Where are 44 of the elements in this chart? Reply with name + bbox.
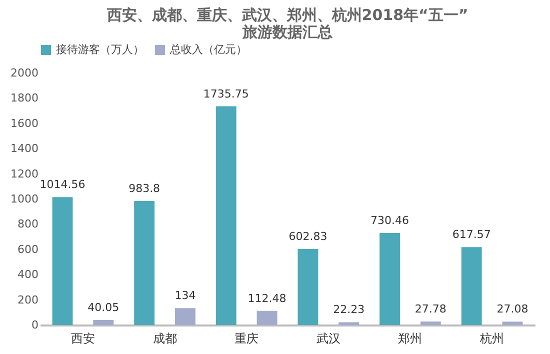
y-tick-label: 1800 [10,92,38,105]
y-tick-label: 2000 [10,66,38,80]
bar [216,106,236,325]
y-tick-label: 1400 [10,142,38,156]
bar [420,322,441,325]
data-label: 1014.56 [40,178,86,192]
x-tick-label: 杭州 [479,332,504,346]
x-tick-label: 武汉 [316,332,340,346]
bar [461,247,482,325]
data-label: 22.23 [333,303,365,316]
y-tick-label: 400 [18,268,38,282]
chart-title: 西安、成都、重庆、武汉、郑州、杭州2018年“五一” 旅游数据汇总 [106,6,468,41]
y-tick-label: 0 [32,318,38,332]
data-label: 602.83 [288,230,328,244]
y-tick-label: 1000 [10,192,38,206]
y-tick-label: 600 [18,242,38,256]
data-label: 27.08 [496,302,528,316]
bar [298,249,318,325]
y-tick-label: 200 [18,293,38,306]
bar [380,232,400,325]
y-tick-label: 1200 [10,167,38,180]
data-label: 40.05 [88,300,120,314]
x-tick-label: 西安 [70,332,95,346]
data-label: 617.57 [452,228,491,242]
bar [175,308,196,325]
bar [93,320,114,325]
x-tick-label: 重庆 [234,332,259,346]
y-tick-label: 800 [18,218,38,231]
y-tick-label: 1600 [10,116,38,130]
x-tick-label: 成都 [152,332,177,346]
data-label: 112.48 [248,292,286,305]
x-tick-label: 郑州 [398,332,422,346]
bar [52,197,73,325]
bar [502,322,523,325]
bar [338,322,360,325]
data-label: 983.8 [128,182,160,196]
bar [256,310,278,325]
data-label: 730.46 [370,214,410,227]
legend-label: 接待游客（万人） [56,43,144,56]
legend-label: 总收入（亿元） [169,43,247,56]
data-label: 27.78 [414,302,446,316]
bar [134,201,155,325]
data-label: 134 [174,289,196,302]
data-label: 1735.75 [203,87,249,100]
